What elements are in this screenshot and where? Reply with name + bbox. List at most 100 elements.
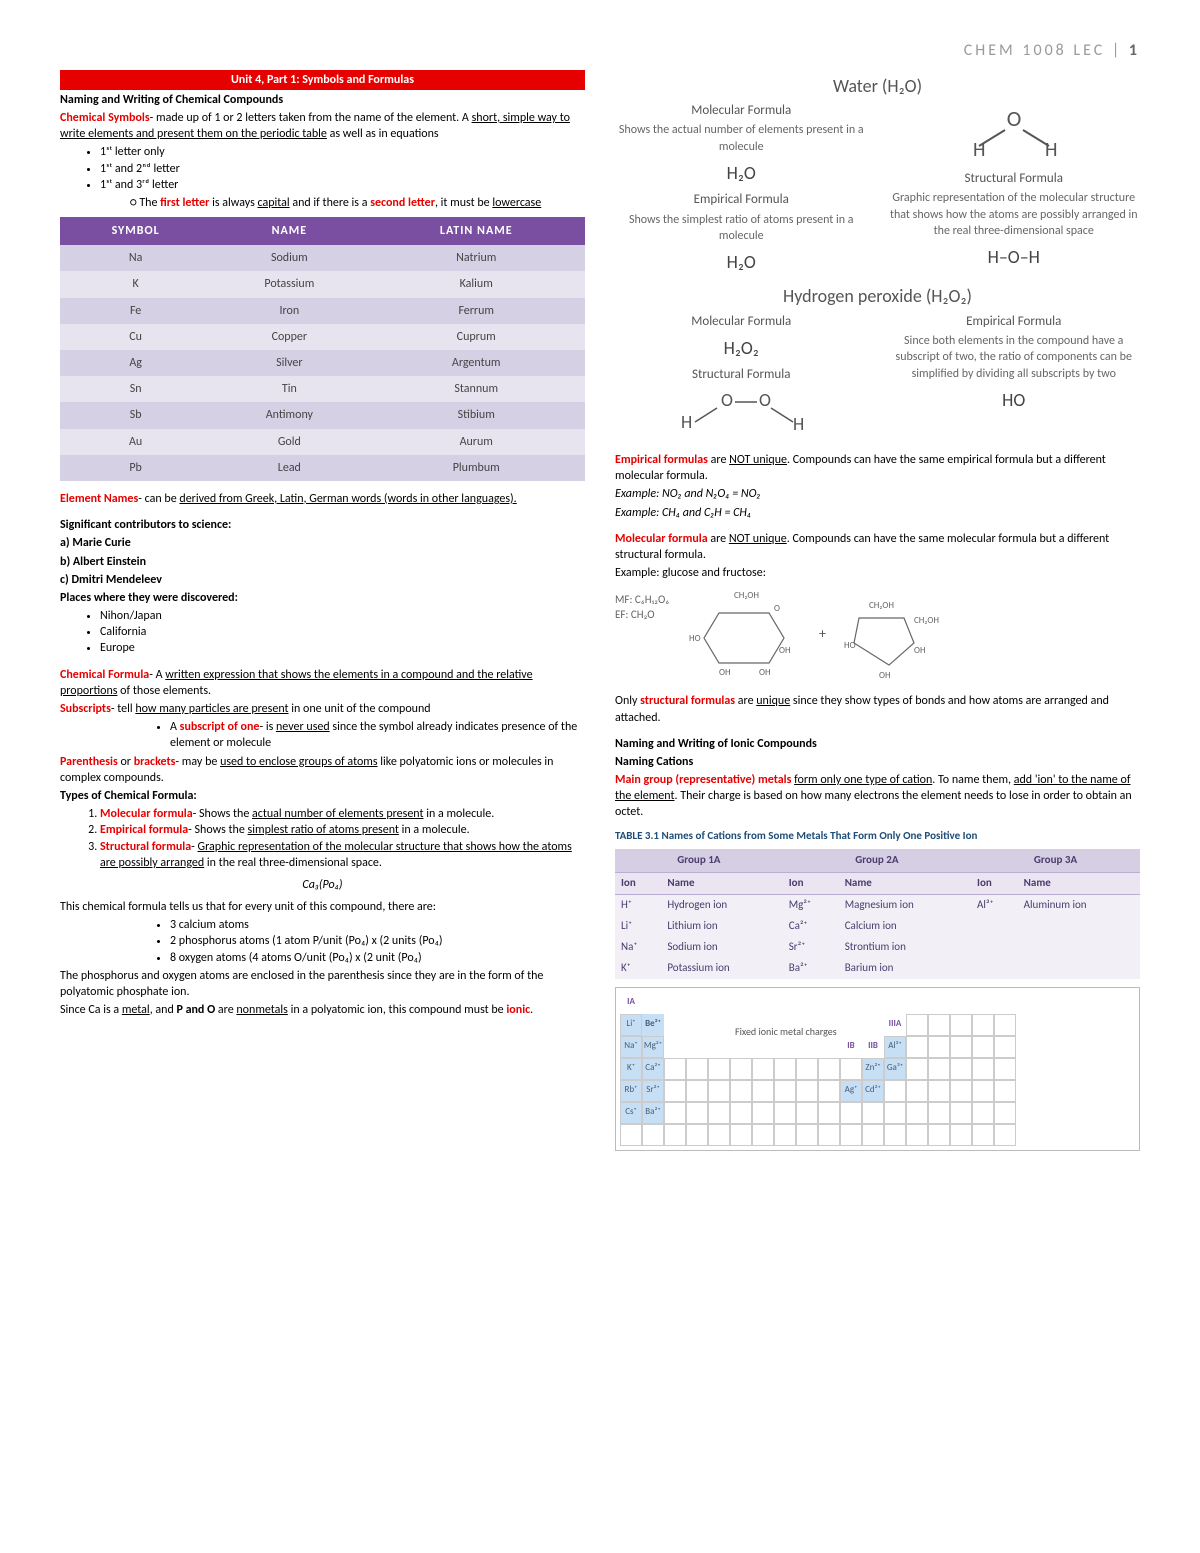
ptable-cell bbox=[840, 1058, 862, 1080]
mf-ex-title: Example: glucose and fructose: bbox=[615, 565, 1140, 581]
svg-text:CH₂OH: CH₂OH bbox=[914, 615, 939, 626]
hp-diagram: Molecular Formula H₂O₂ Structural Formul… bbox=[615, 313, 1140, 442]
places-list: Nihon/Japan California Europe bbox=[60, 608, 585, 657]
ptable-cell bbox=[796, 1124, 818, 1146]
ptable-cell: IB bbox=[840, 1036, 862, 1058]
ef-ex1: Example: NO₂ and N₂O₄ = NO₂ bbox=[615, 486, 1140, 502]
ptable-cell bbox=[928, 1124, 950, 1146]
ptable-cell bbox=[796, 1102, 818, 1124]
ptable-cell bbox=[862, 1102, 884, 1124]
hp-ef-head: Empirical Formula bbox=[888, 313, 1141, 331]
parenthesis-def: Parenthesis or brackets- may be used to … bbox=[60, 754, 585, 786]
list-item: 8 oxygen atoms (4 atoms O/unit (Po₄) x (… bbox=[170, 950, 585, 966]
chem-formula-def: Chemical Formula- A written expression t… bbox=[60, 667, 585, 699]
types-list: Molecular formula- Shows the actual numb… bbox=[60, 806, 585, 871]
hp-mf-head: Molecular Formula bbox=[615, 313, 868, 331]
periodic-table-snippet: IALi⁺Be²⁺IIIANa⁺Mg²⁺IBIIBAl³⁺K⁺Ca²⁺Zn²⁺G… bbox=[615, 987, 1140, 1151]
closing-1: The phosphorus and oxygen atoms are encl… bbox=[60, 968, 585, 1000]
ptable-cell: Ag⁺ bbox=[840, 1080, 862, 1102]
ptable-cell bbox=[752, 1080, 774, 1102]
ptable-cell bbox=[862, 1124, 884, 1146]
svg-text:H: H bbox=[681, 411, 692, 433]
ptable-cell: Ba²⁺ bbox=[642, 1102, 664, 1124]
mf-line1: MF: C₆H₁₂O₆ bbox=[615, 593, 669, 608]
table-cell: Plumbum bbox=[367, 455, 585, 481]
svg-text:OH: OH bbox=[914, 645, 926, 656]
ptable-cell bbox=[994, 1058, 1016, 1080]
table-cell: Li⁺ bbox=[615, 916, 661, 937]
ptable-cell bbox=[774, 1102, 796, 1124]
mf-unique: Molecular formula are NOT unique. Compou… bbox=[615, 531, 1140, 563]
ptable-cell bbox=[796, 1036, 818, 1058]
table-cell: Silver bbox=[211, 350, 367, 376]
table-cell: Na⁺ bbox=[615, 937, 661, 958]
ptable-cell bbox=[664, 1080, 686, 1102]
ptable-cell bbox=[862, 1014, 884, 1036]
ptable-cell bbox=[928, 1014, 950, 1036]
list-item: Empirical formula- Shows the simplest ra… bbox=[100, 822, 585, 838]
table-cell bbox=[971, 958, 1018, 979]
ptable-cell bbox=[950, 1036, 972, 1058]
ptable-cell bbox=[862, 992, 884, 1014]
ptable-cell bbox=[950, 1080, 972, 1102]
table-cell: Natrium bbox=[367, 245, 585, 271]
table-cell: Aurum bbox=[367, 429, 585, 455]
ptable-cell bbox=[928, 1080, 950, 1102]
ptable-cell bbox=[708, 1102, 730, 1124]
element-names-def: Element Names- can be derived from Greek… bbox=[60, 491, 585, 507]
svg-text:+: + bbox=[819, 625, 826, 642]
table-cell: Sn bbox=[60, 376, 211, 402]
table-cell: Iron bbox=[211, 298, 367, 324]
ptable-cell bbox=[884, 992, 906, 1014]
ptable-cell bbox=[906, 992, 928, 1014]
ptable-cell bbox=[972, 1014, 994, 1036]
table-cell: Sodium ion bbox=[661, 937, 782, 958]
th-latin: LATIN NAME bbox=[367, 217, 585, 245]
table-cell: K bbox=[60, 271, 211, 297]
ptable-cell bbox=[708, 1058, 730, 1080]
table-cell: Copper bbox=[211, 324, 367, 350]
table-cell bbox=[1018, 937, 1140, 958]
ptable-cell bbox=[840, 1124, 862, 1146]
ptable-cell bbox=[884, 1102, 906, 1124]
ptable-cell bbox=[994, 1080, 1016, 1102]
table-cell: Kalium bbox=[367, 271, 585, 297]
ptable-cell bbox=[708, 1014, 730, 1036]
ptable-cell bbox=[642, 1124, 664, 1146]
ptable-cell: IA bbox=[620, 992, 642, 1014]
ptable-cell bbox=[906, 1102, 928, 1124]
table-cell: K⁺ bbox=[615, 958, 661, 979]
ptable-cell bbox=[752, 1124, 774, 1146]
ptable-cell bbox=[730, 1058, 752, 1080]
ptable-cell: IIB bbox=[862, 1036, 884, 1058]
ptable-cell bbox=[686, 1014, 708, 1036]
ptable-cell bbox=[774, 992, 796, 1014]
ptable-cell bbox=[950, 1014, 972, 1036]
ptable-cell bbox=[708, 1036, 730, 1058]
left-column: Unit 4, Part 1: Symbols and Formulas Nam… bbox=[60, 70, 585, 1151]
ptable-cell bbox=[774, 1036, 796, 1058]
sugar-structures-icon: CH₂OHHO OOH OHOH CH₂OHCH₂OH HOOH OH + bbox=[679, 583, 979, 683]
ptable-cell: Be²⁺ bbox=[642, 1014, 664, 1036]
ptable-cell bbox=[906, 1080, 928, 1102]
table-cell: H⁺ bbox=[615, 895, 661, 916]
ef-head: Empirical Formula bbox=[615, 191, 868, 209]
right-column: Water (H₂O) Molecular Formula Shows the … bbox=[615, 70, 1140, 1151]
ptable-cell: Cd²⁺ bbox=[862, 1080, 884, 1102]
svg-text:HO: HO bbox=[844, 640, 856, 651]
ptable-cell bbox=[620, 1124, 642, 1146]
table-cell: Cuprum bbox=[367, 324, 585, 350]
list-item: 2 phosphorus atoms (1 atom P/unit (Po₄) … bbox=[170, 933, 585, 949]
ptable-cell bbox=[686, 1102, 708, 1124]
ptable-cell bbox=[972, 1036, 994, 1058]
ptable-cell bbox=[752, 992, 774, 1014]
glucose-fructose-block: MF: C₆H₁₂O₆ EF: CH₂O CH₂OHHO OOH OHOH CH… bbox=[615, 583, 1140, 683]
list-item: Molecular formula- Shows the actual numb… bbox=[100, 806, 585, 822]
svg-text:O: O bbox=[1006, 106, 1021, 132]
water-diagram: Molecular Formula Shows the actual numbe… bbox=[615, 102, 1140, 280]
table-cell: Cu bbox=[60, 324, 211, 350]
list-item: A subscript of one- is never used since … bbox=[170, 719, 585, 751]
ptable-cell bbox=[972, 1124, 994, 1146]
table-cell bbox=[1018, 958, 1140, 979]
ptable-cell bbox=[796, 992, 818, 1014]
